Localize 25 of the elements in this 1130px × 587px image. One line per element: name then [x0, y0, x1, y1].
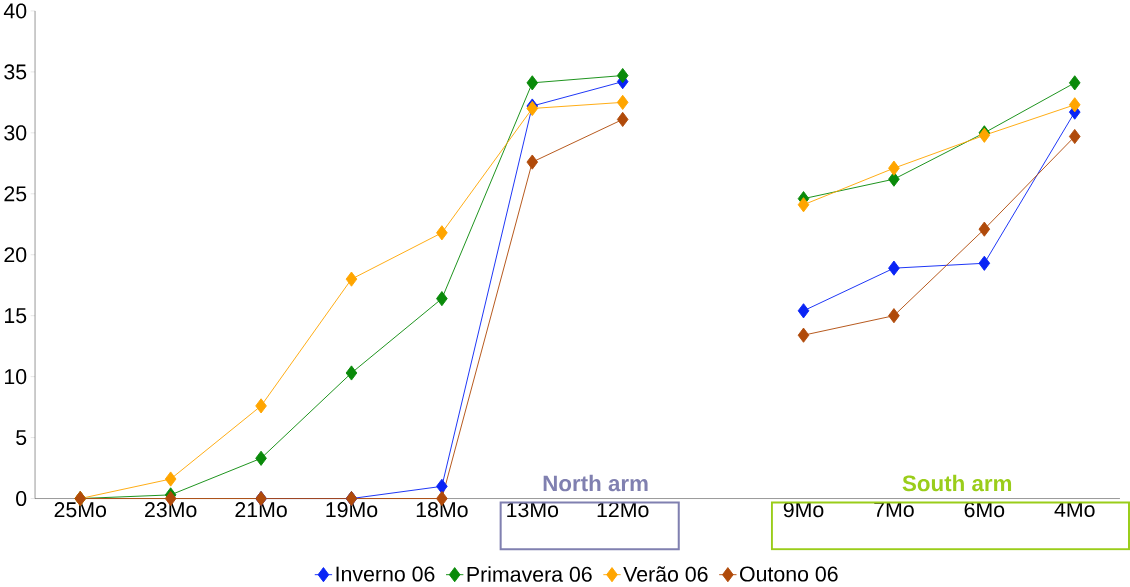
y-tick-label: 40	[3, 3, 27, 19]
y-tick-label: 15	[5, 308, 27, 324]
y-tick-label: 30	[4, 125, 27, 141]
x-tick-label: 4Mo	[1054, 502, 1095, 517]
annotation: North arm	[543, 474, 648, 492]
y-tick-label: 20	[4, 247, 27, 263]
y-tick-label: 10	[5, 368, 27, 385]
x-tick-label: 13Mo	[507, 502, 559, 518]
x-tick-label: 9Mo	[783, 502, 824, 518]
x-tick-label: 12Mo	[597, 502, 649, 518]
y-tick-label: 35	[4, 64, 27, 80]
x-tick-label: 6Mo	[964, 502, 1005, 518]
annotation: South arm	[902, 474, 1012, 492]
y-tick-label: 25	[4, 186, 27, 202]
x-tick-label: 25Mo	[54, 502, 107, 518]
legend-label: Verão 06	[623, 566, 708, 582]
legend-label: Inverno 06	[336, 566, 435, 582]
y-tick-label: 0	[16, 490, 27, 506]
x-tick-label: 23Mo	[145, 502, 197, 518]
x-tick-label: 19Mo	[326, 502, 378, 518]
legend-label: Outono 06	[740, 566, 838, 582]
legend-label: Primavera 06	[467, 566, 592, 582]
x-tick-label: 21Mo	[235, 502, 287, 518]
x-tick-label: 18Mo	[416, 502, 468, 518]
y-tick-label: 5	[16, 430, 27, 445]
